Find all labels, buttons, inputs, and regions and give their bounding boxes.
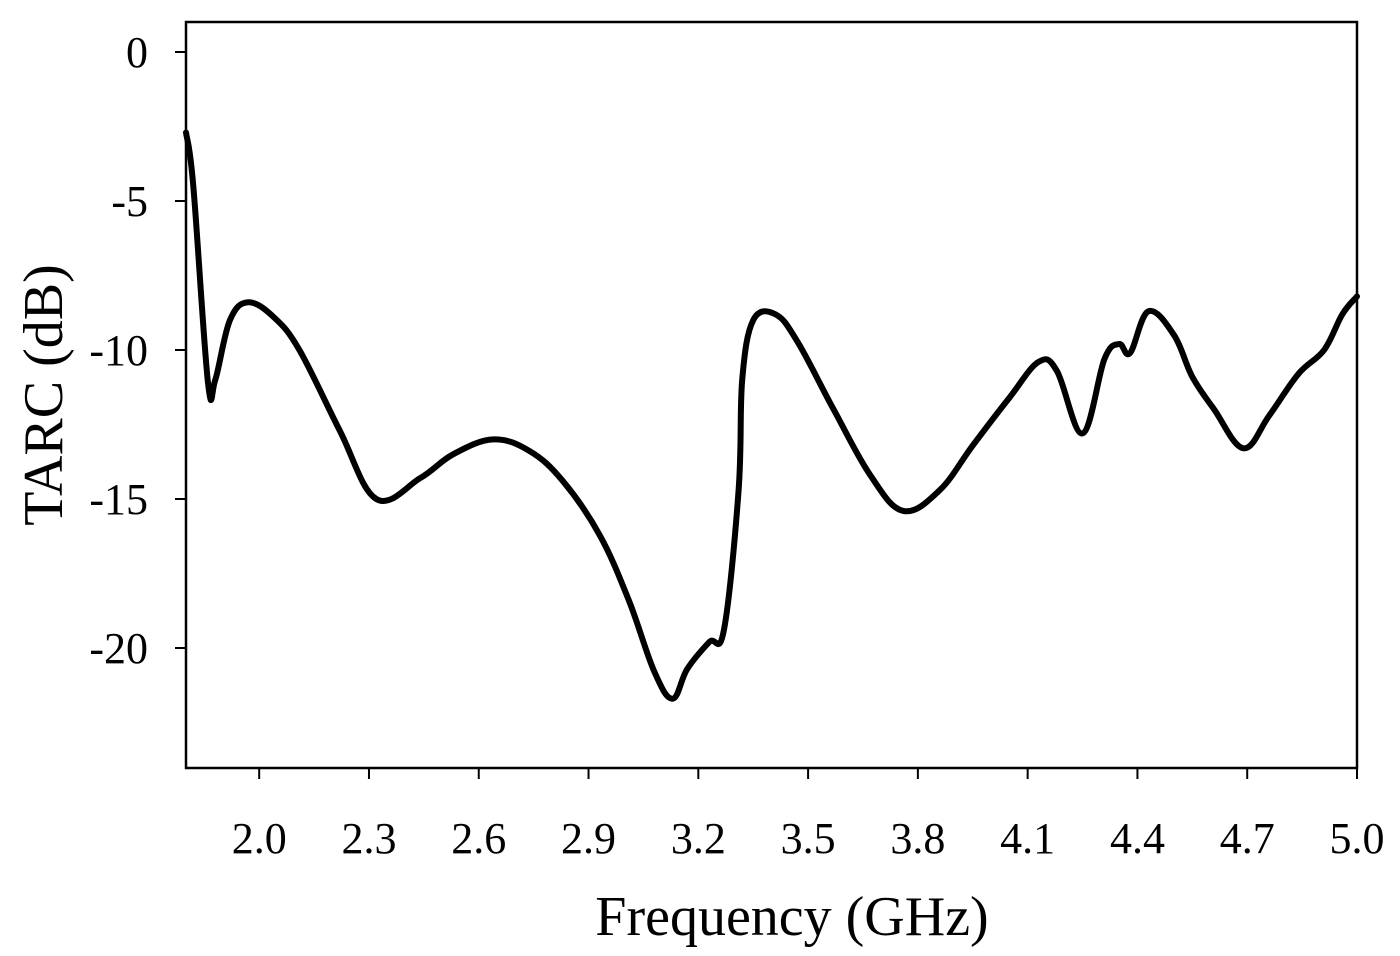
x-axis-title: Frequency (GHz) [595,886,988,948]
x-tick-label: 4.4 [1110,814,1165,863]
x-tick-label: 3.5 [781,814,836,863]
x-axis-ticks: 2.0 2.3 2.6 2.9 3.2 3.5 3.8 4.1 4.4 4.7 5.0 [232,768,1385,863]
x-tick-label: 2.6 [451,814,506,863]
y-axis-ticks: 0 -5 -10 -15 -20 [89,28,186,673]
tarc-curve [183,129,1360,702]
x-tick-label: 3.8 [890,814,945,863]
y-tick-label: -20 [89,624,148,673]
x-tick-label: 4.7 [1220,814,1275,863]
y-tick-label: 0 [126,28,148,77]
y-tick-label: -15 [89,475,148,524]
x-tick-label: 2.9 [561,814,616,863]
x-tick-label: 5.0 [1330,814,1385,863]
x-tick-label: 4.1 [1000,814,1055,863]
y-tick-label: -5 [111,177,148,226]
x-tick-label: 2.3 [341,814,396,863]
plot-frame [184,20,1359,770]
y-axis-title: TARC (dB) [13,264,75,526]
y-tick-label: -10 [89,326,148,375]
x-tick-label: 2.0 [232,814,287,863]
x-tick-label: 3.2 [671,814,726,863]
